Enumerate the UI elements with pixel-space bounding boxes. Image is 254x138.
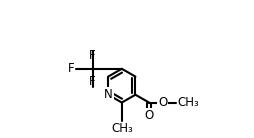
Text: CH₃: CH₃: [111, 122, 133, 135]
Text: F: F: [68, 62, 74, 75]
Text: CH₃: CH₃: [178, 96, 199, 109]
Text: F: F: [89, 75, 96, 88]
Text: O: O: [145, 109, 154, 122]
Text: N: N: [104, 88, 113, 101]
Text: F: F: [89, 49, 96, 62]
Text: O: O: [158, 96, 167, 109]
